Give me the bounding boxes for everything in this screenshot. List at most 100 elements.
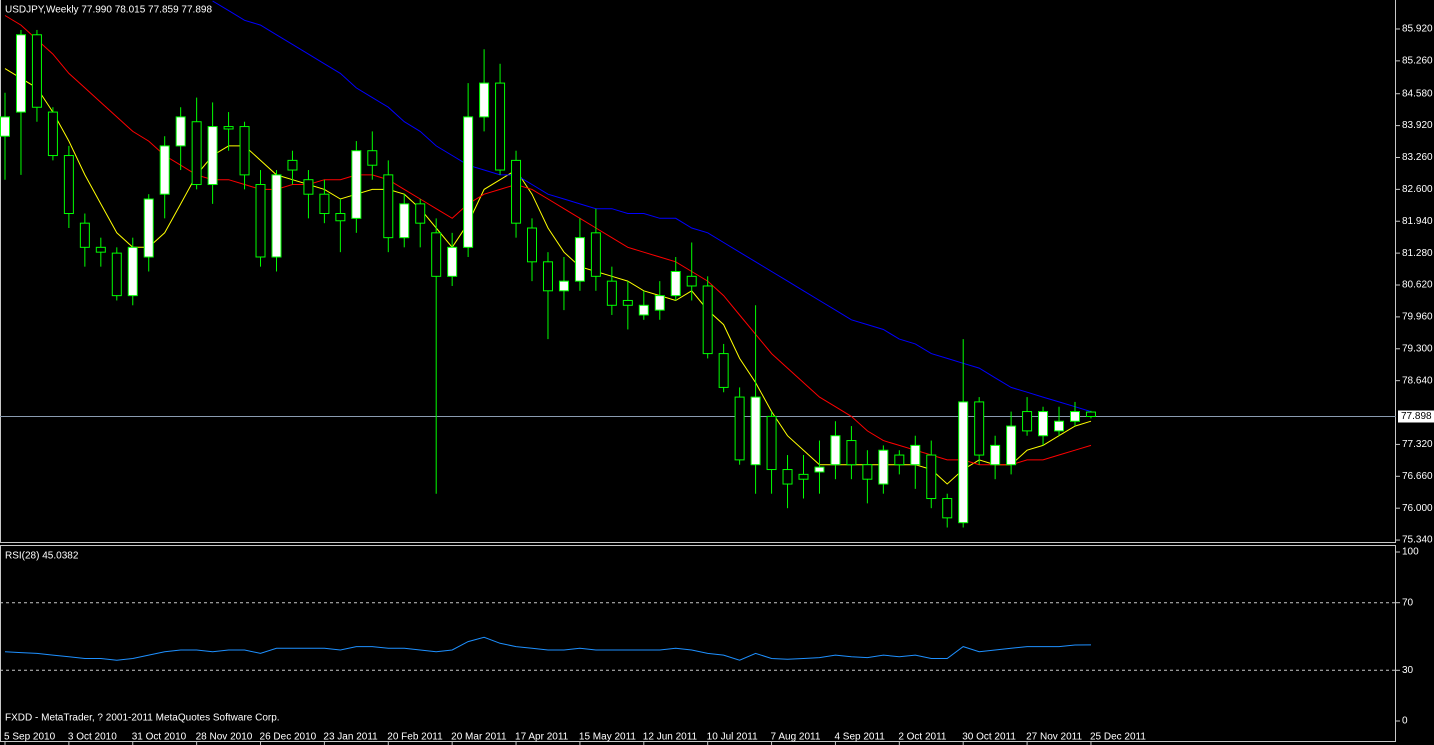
rsi-title: RSI(28) 45.0382	[5, 551, 79, 562]
candle-body	[1038, 411, 1049, 437]
y-tick-label: 84.580	[1402, 88, 1433, 99]
candle-body	[495, 82, 506, 171]
candle-body	[479, 82, 490, 118]
main-pane-frame	[0, 0, 1396, 543]
candle-body	[175, 116, 186, 147]
candle-body	[606, 280, 617, 306]
candle-body	[958, 401, 969, 524]
x-tick-label: 4 Sep 2011	[834, 732, 885, 743]
candle-body	[255, 184, 266, 258]
y-tick-label: 77.320	[1402, 439, 1433, 450]
line-series	[4, 15, 1092, 466]
candle-body	[910, 444, 921, 466]
candle-body	[798, 473, 809, 480]
x-tick-label: 26 Dec 2010	[260, 732, 317, 743]
x-tick-label: 12 Jun 2011	[643, 732, 698, 743]
candle-body	[527, 227, 538, 263]
candle-body	[542, 261, 553, 292]
x-tick-label: 25 Dec 2011	[1090, 732, 1146, 743]
y-tick-label: 76.660	[1402, 471, 1433, 482]
candle-body	[1006, 425, 1017, 466]
candle-body	[990, 444, 1001, 466]
x-tick-label: 10 Jul 2011	[707, 732, 758, 743]
candle-body	[782, 469, 793, 485]
candle-body	[319, 193, 330, 215]
x-tick-label: 28 Nov 2010	[196, 732, 253, 743]
candle-body	[143, 198, 154, 258]
y-tick-label: 78.640	[1402, 375, 1433, 386]
candle-body	[1054, 420, 1065, 432]
rsi-pane-frame	[0, 545, 1396, 742]
candle-body	[271, 174, 282, 258]
candle-body	[463, 116, 474, 248]
candle-body	[367, 150, 378, 166]
candle-body	[1085, 411, 1096, 417]
candle-body	[1069, 411, 1080, 422]
candle-body	[47, 111, 58, 157]
x-tick-label: 17 Apr 2011	[515, 732, 569, 743]
candle-body	[239, 126, 250, 176]
candle-body	[942, 498, 953, 519]
candle-body	[15, 34, 26, 113]
candle-body	[111, 252, 122, 297]
candle-body	[127, 246, 138, 297]
y-tick-label: 76.000	[1402, 503, 1433, 514]
x-tick-label: 15 May 2011	[579, 732, 637, 743]
candle-body	[79, 222, 90, 248]
y-tick-label: 70	[1402, 597, 1414, 608]
candle-body	[95, 246, 106, 253]
x-tick-label: 7 Aug 2011	[771, 732, 821, 743]
candle-body	[862, 464, 873, 480]
y-tick-label: 81.940	[1402, 216, 1433, 227]
candle-body	[223, 126, 234, 130]
x-tick-label: 31 Oct 2010	[132, 732, 187, 743]
candle-body	[351, 150, 362, 219]
candle-body	[287, 159, 298, 171]
candle-body	[303, 179, 314, 195]
candle-body	[654, 295, 665, 311]
last-price-box	[1398, 410, 1434, 423]
y-tick-label: 79.300	[1402, 343, 1433, 354]
y-tick-label: 81.280	[1402, 248, 1433, 259]
candle-body	[638, 304, 649, 316]
x-tick-label: 20 Mar 2011	[451, 732, 507, 743]
candle-body	[415, 203, 426, 224]
line-series	[212, 0, 1092, 413]
candle-body	[590, 232, 601, 277]
candle-body	[830, 435, 841, 466]
candle-body	[511, 159, 522, 224]
candle-body	[383, 174, 394, 239]
y-tick-label: 83.920	[1402, 120, 1433, 131]
line-series	[4, 636, 1092, 661]
candle-body	[974, 401, 985, 456]
y-tick-label: 75.340	[1402, 535, 1433, 546]
candle-body	[207, 126, 218, 186]
candle-body	[846, 440, 857, 466]
candle-body	[399, 203, 410, 239]
candle-body	[159, 145, 170, 195]
candle-body	[894, 454, 905, 466]
main-plot	[0, 0, 1396, 528]
y-tick-label: 30	[1402, 665, 1414, 676]
candle-body	[558, 280, 569, 292]
last-price-label: 77.898	[1401, 411, 1432, 422]
y-tick-label: 100	[1402, 547, 1419, 558]
line-series	[4, 68, 1092, 485]
x-tick-label: 27 Nov 2011	[1026, 732, 1082, 743]
copyright: FXDD - MetaTrader, ? 2001-2011 MetaQuote…	[5, 713, 280, 724]
candle-body	[0, 116, 10, 137]
y-tick-label: 80.620	[1402, 280, 1433, 291]
x-tick-label: 23 Jan 2011	[323, 732, 378, 743]
x-tick-label: 20 Feb 2011	[387, 732, 443, 743]
candle-body	[814, 466, 825, 473]
candle-body	[447, 246, 458, 277]
y-tick-label: 85.920	[1402, 24, 1433, 35]
candle-body	[926, 454, 937, 500]
candle-body	[878, 449, 889, 485]
candle-body	[686, 275, 697, 287]
candle-body	[622, 299, 633, 306]
y-tick-label: 83.260	[1402, 152, 1433, 163]
x-tick-label: 30 Oct 2011	[962, 732, 1016, 743]
